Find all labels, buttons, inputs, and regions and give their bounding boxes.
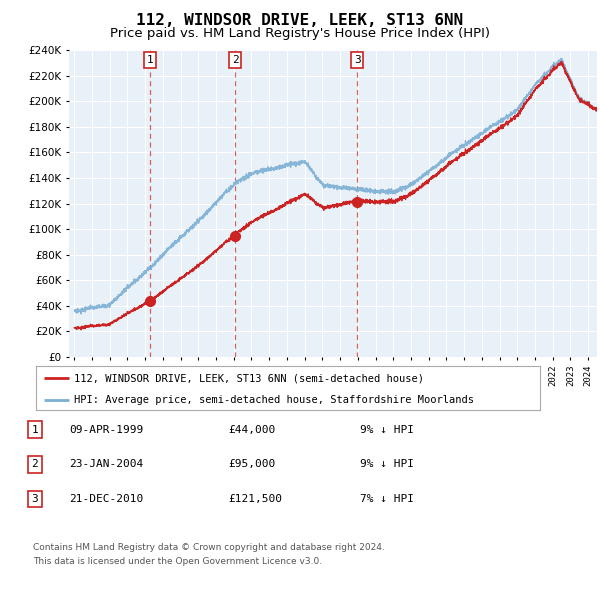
Text: 21-DEC-2010: 21-DEC-2010 <box>69 494 143 504</box>
Text: 3: 3 <box>31 494 38 504</box>
Text: 112, WINDSOR DRIVE, LEEK, ST13 6NN: 112, WINDSOR DRIVE, LEEK, ST13 6NN <box>136 13 464 28</box>
Text: 1: 1 <box>146 55 154 65</box>
Text: 3: 3 <box>354 55 361 65</box>
Text: HPI: Average price, semi-detached house, Staffordshire Moorlands: HPI: Average price, semi-detached house,… <box>74 395 474 405</box>
Text: £44,000: £44,000 <box>228 425 275 434</box>
Text: 9% ↓ HPI: 9% ↓ HPI <box>360 425 414 434</box>
Text: 2: 2 <box>232 55 238 65</box>
Text: 112, WINDSOR DRIVE, LEEK, ST13 6NN (semi-detached house): 112, WINDSOR DRIVE, LEEK, ST13 6NN (semi… <box>74 373 424 383</box>
Text: 1: 1 <box>31 425 38 434</box>
Text: £95,000: £95,000 <box>228 460 275 469</box>
Text: 9% ↓ HPI: 9% ↓ HPI <box>360 460 414 469</box>
Text: Contains HM Land Registry data © Crown copyright and database right 2024.: Contains HM Land Registry data © Crown c… <box>33 543 385 552</box>
Text: 2: 2 <box>31 460 38 469</box>
Text: 7% ↓ HPI: 7% ↓ HPI <box>360 494 414 504</box>
Text: 23-JAN-2004: 23-JAN-2004 <box>69 460 143 469</box>
Text: £121,500: £121,500 <box>228 494 282 504</box>
Text: Price paid vs. HM Land Registry's House Price Index (HPI): Price paid vs. HM Land Registry's House … <box>110 27 490 40</box>
Text: 09-APR-1999: 09-APR-1999 <box>69 425 143 434</box>
Text: This data is licensed under the Open Government Licence v3.0.: This data is licensed under the Open Gov… <box>33 558 322 566</box>
